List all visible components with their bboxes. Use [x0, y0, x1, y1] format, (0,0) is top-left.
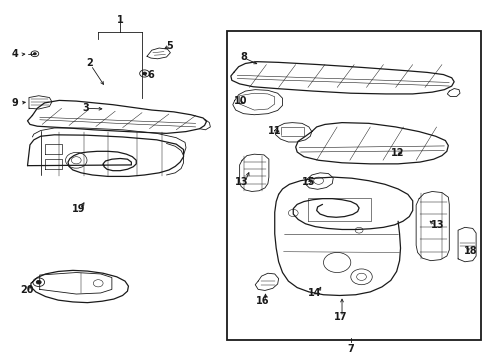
Bar	[227, 31, 480, 339]
Text: 14: 14	[307, 288, 320, 298]
Text: 20: 20	[20, 285, 34, 296]
Text: 1: 1	[117, 15, 123, 26]
Text: 9: 9	[11, 98, 18, 108]
Text: 7: 7	[346, 343, 353, 354]
Text: 3: 3	[82, 103, 89, 113]
Text: 6: 6	[147, 70, 153, 80]
Text: 15: 15	[302, 177, 315, 187]
Text: 16: 16	[255, 296, 269, 306]
Text: 10: 10	[233, 96, 247, 106]
Circle shape	[33, 53, 36, 55]
Text: 4: 4	[11, 49, 18, 59]
Text: 18: 18	[464, 246, 477, 256]
Text: 5: 5	[166, 41, 173, 50]
Circle shape	[142, 72, 146, 75]
Text: 11: 11	[267, 126, 281, 136]
Text: 13: 13	[430, 220, 444, 230]
Circle shape	[36, 280, 41, 284]
Text: 17: 17	[334, 312, 347, 322]
Text: 13: 13	[235, 177, 248, 187]
Text: 8: 8	[240, 52, 247, 62]
Text: 19: 19	[72, 204, 85, 215]
Text: 12: 12	[390, 148, 404, 158]
Text: 2: 2	[86, 58, 93, 68]
